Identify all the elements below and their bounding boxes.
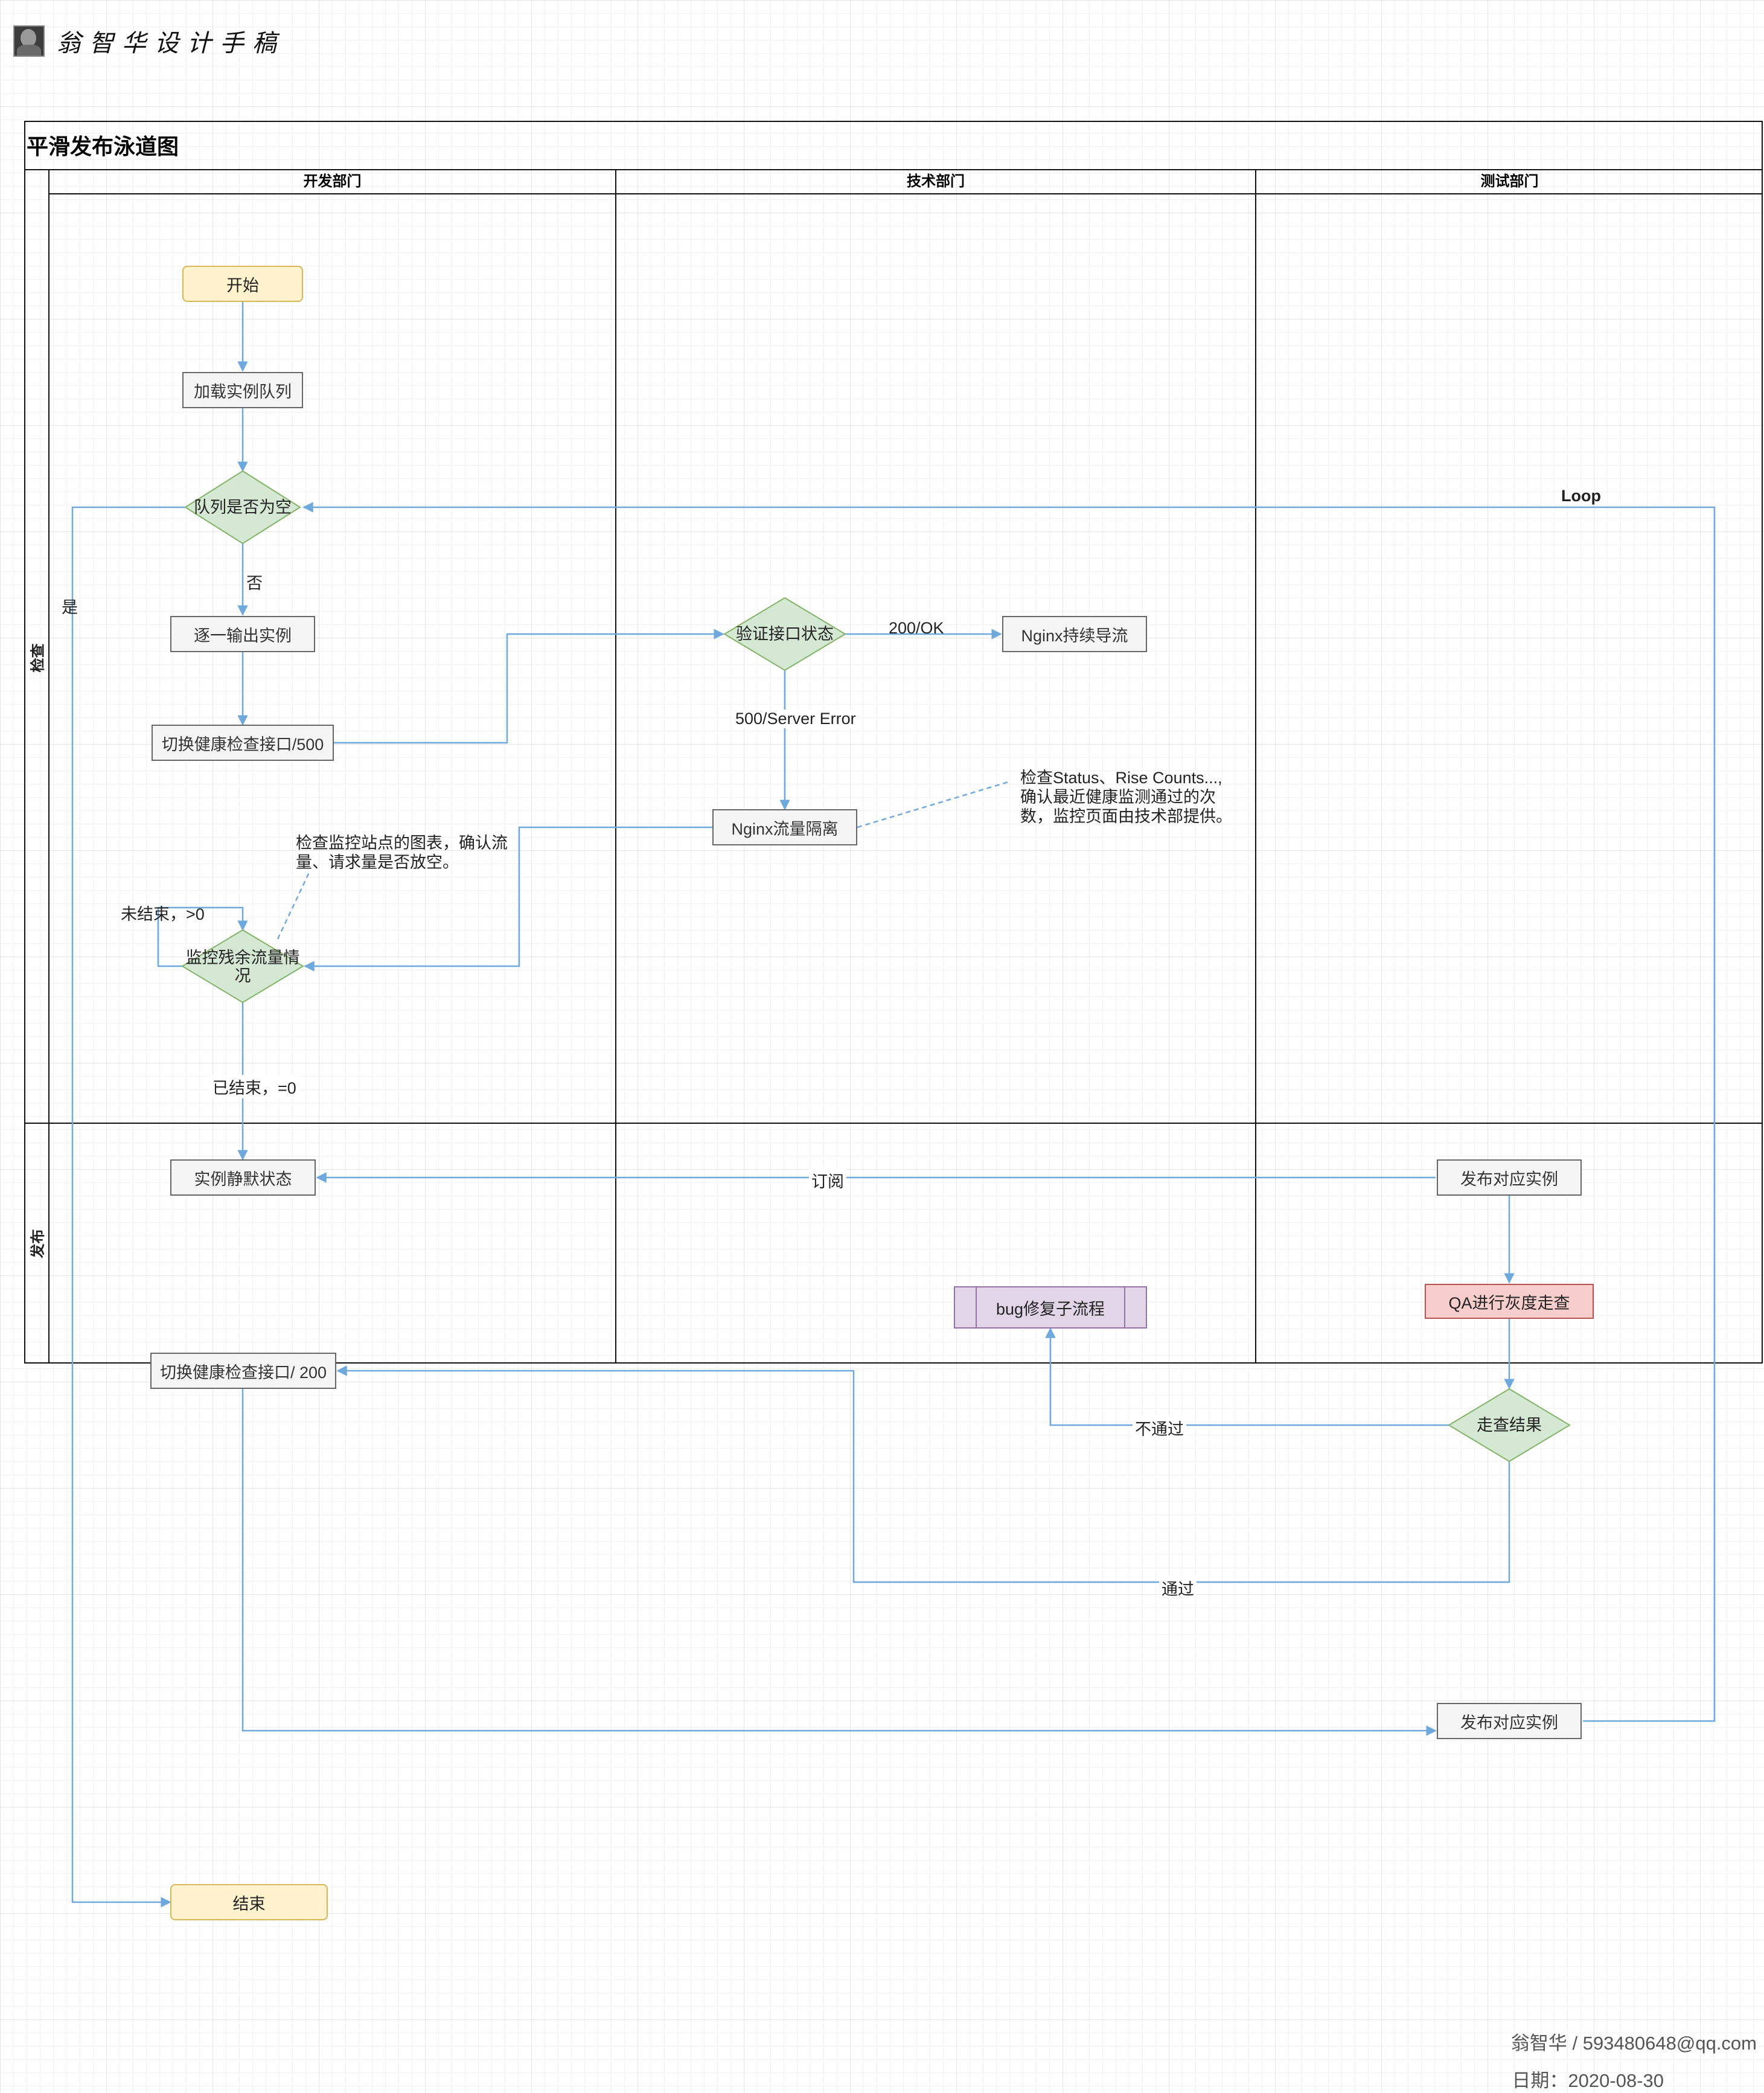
edge-label-pass: 通过: [1159, 1576, 1197, 1600]
note-monitor-line-2: 量、请求量是否放空。: [296, 853, 459, 871]
title-divider: [24, 169, 1763, 170]
edge-switch200-publish: [241, 1389, 1437, 1736]
note-nginx-check: 检查Status、Rise Counts..., 确认最近健康监测通过的次 数，…: [1020, 768, 1232, 826]
author-avatar: [13, 25, 45, 57]
edge-label-finished: 已结束，=0: [210, 1075, 299, 1098]
note-nginx-line-3: 数，监控页面由技术部提供。: [1020, 807, 1232, 825]
output-instances-node[interactable]: 逐一输出实例: [170, 616, 315, 652]
swimlane-pool: [24, 121, 1763, 1364]
brand-title: 翁智华设计手稿: [57, 30, 285, 57]
decision-check-result-label: 走查结果: [1477, 1416, 1542, 1434]
edge-label-500-error: 500/Server Error: [733, 710, 858, 728]
decision-verify-status: [723, 597, 846, 671]
end-node[interactable]: 结束: [170, 1884, 328, 1920]
bug-fix-subprocess-node[interactable]: bug修复子流程: [954, 1286, 1147, 1329]
edge-switch500-verify: [334, 629, 724, 744]
edge-label-not-finished: 未结束，>0: [121, 905, 205, 923]
decision-monitor-traffic: [181, 929, 304, 1004]
edge-note-monitor: [276, 872, 310, 940]
publish-instance-node-2[interactable]: 发布对应实例: [1437, 1703, 1582, 1739]
publish-instance-node-1[interactable]: 发布对应实例: [1437, 1159, 1582, 1196]
decision-check-result: [1448, 1388, 1571, 1463]
lane-header-divider: [48, 193, 1763, 194]
edge-result-pass: [336, 1365, 1510, 1583]
decision-queue-empty: [184, 470, 301, 545]
note-monitor-line-1: 检查监控站点的图表，确认流: [296, 834, 508, 852]
edge-monitor-loop: [157, 906, 248, 967]
note-nginx-line-1: 检查Status、Rise Counts...,: [1020, 769, 1222, 787]
load-instance-queue-node[interactable]: 加载实例队列: [182, 372, 303, 408]
footer-date: 日期：2020-08-30: [1512, 2070, 1664, 2091]
lane-divider-2: [1255, 169, 1256, 1364]
edge-note-nginx: [857, 781, 1009, 829]
edge-empty-yes: [71, 506, 185, 1908]
row-label-divider: [48, 169, 50, 1364]
instance-silent-node[interactable]: 实例静默状态: [170, 1159, 316, 1196]
start-node[interactable]: 开始: [182, 266, 303, 302]
edge-label-200-ok: 200/OK: [889, 619, 944, 637]
edge-label-no: 否: [246, 574, 263, 592]
decision-verify-status-label: 验证接口状态: [736, 625, 834, 643]
footer-author: 翁智华 / 593480648@qq.com: [1510, 2033, 1757, 2054]
edge-label-loop: Loop: [1561, 487, 1601, 505]
row-divider: [24, 1123, 1763, 1124]
decision-queue-empty-label: 队列是否为空: [194, 498, 292, 516]
decision-monitor-traffic-label: 监控残余流量情况: [185, 949, 300, 985]
qa-gray-review-node[interactable]: QA进行灰度走查: [1425, 1284, 1594, 1319]
edge-label-subscribe: 订阅: [809, 1168, 846, 1192]
lane-header-tech: 技术部门: [907, 173, 965, 190]
note-monitor-check: 检查监控站点的图表，确认流 量、请求量是否放空。: [296, 833, 508, 872]
lane-header-test: 测试部门: [1480, 173, 1539, 190]
nginx-isolate-node[interactable]: Nginx流量隔离: [712, 809, 857, 845]
edge-loop-back: [302, 502, 1716, 1722]
brand-header: 翁智华设计手稿: [13, 22, 285, 60]
lane-header-dev: 开发部门: [303, 173, 362, 190]
edge-isolate-monitor: [304, 826, 712, 972]
edge-result-fail: [1045, 1327, 1449, 1426]
switch-health-200-node[interactable]: 切换健康检查接口/ 200: [150, 1353, 336, 1389]
edge-label-not-pass: 不通过: [1133, 1416, 1186, 1440]
switch-health-500-node[interactable]: 切换健康检查接口/500: [152, 725, 334, 761]
note-nginx-line-2: 确认最近健康监测通过的次: [1020, 788, 1216, 806]
nginx-keep-node[interactable]: Nginx持续导流: [1002, 616, 1147, 652]
edge-label-yes: 是: [62, 598, 78, 617]
diagram-title: 平滑发布泳道图: [27, 134, 179, 159]
lane-divider-1: [615, 169, 616, 1364]
